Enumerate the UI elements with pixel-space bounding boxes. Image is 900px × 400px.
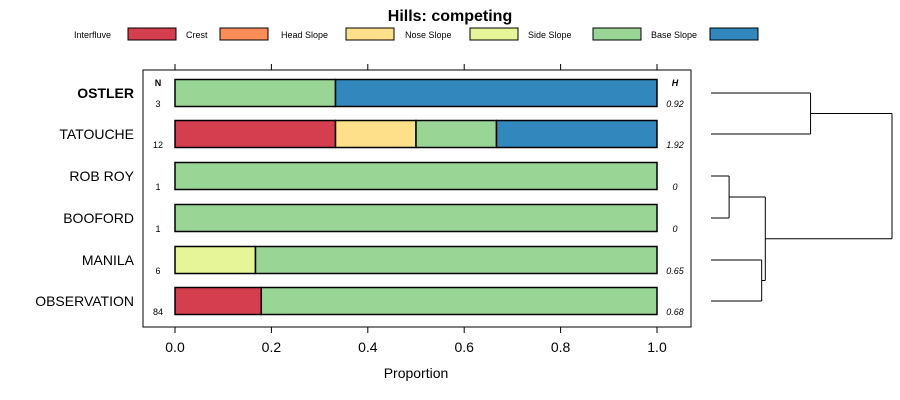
bar-segment-tatouche-interfluve	[174, 119, 337, 149]
row-label-tatouche: TATOUCHE	[59, 126, 134, 142]
x-tick-label: 0.0	[165, 339, 185, 355]
legend-swatch-head-slope	[345, 27, 395, 41]
x-tick-label: 1.0	[647, 339, 667, 355]
h-value: 0	[672, 182, 677, 192]
n-value: 12	[153, 140, 163, 150]
bar-segment-observation-interfluve	[174, 286, 263, 316]
h-value: 0	[672, 224, 677, 234]
x-axis-label: Proportion	[384, 365, 449, 381]
legend-swatch-nose-slope	[469, 27, 519, 41]
x-tick-label: 0.8	[551, 339, 571, 355]
legend-label-base-slope: Base Slope	[651, 30, 697, 40]
x-tick-label: 0.6	[454, 339, 474, 355]
legend-label-head-slope: Head Slope	[281, 30, 328, 40]
plot-frame	[142, 69, 692, 328]
h-header: H	[672, 78, 679, 88]
legend-label-crest: Crest	[186, 30, 208, 40]
n-value: 1	[155, 182, 160, 192]
legend-swatch-interfluve	[127, 27, 177, 41]
x-axis: 0.0 0.2 0.4 0.6 0.8 1.0	[165, 64, 667, 355]
bar-segment-manila-nose-slope	[174, 245, 257, 275]
bar-segment-manila-side-slope	[254, 245, 658, 275]
x-tick-label: 0.4	[358, 339, 378, 355]
row-label-booford: BOOFORD	[63, 210, 134, 226]
chart-title: Hills: competing	[388, 8, 512, 25]
row-label-ostler: OSTLER	[77, 85, 134, 101]
n-value: 1	[155, 224, 160, 234]
bar-segment-tatouche-head-slope	[334, 119, 417, 149]
n-value: 3	[155, 99, 160, 109]
bar-segment-ostler-base-slope	[334, 78, 658, 108]
h-value: 0.68	[666, 307, 684, 317]
h-value: 0.92	[666, 99, 684, 109]
dendrogram	[711, 92, 893, 302]
bar-segment-observation-side-slope	[260, 286, 658, 316]
bar-segment-tatouche-base-slope	[495, 119, 658, 149]
n-value: 6	[155, 266, 160, 276]
bar-segment-ostler-side-slope	[174, 78, 337, 108]
bar-segment-tatouche-side-slope	[415, 119, 498, 149]
row-label-manila: MANILA	[82, 252, 135, 268]
legend-swatch-side-slope	[592, 27, 642, 41]
row-label-observation: OBSERVATION	[35, 293, 134, 309]
legend-swatch-crest	[219, 27, 269, 41]
bar-rows: OSTLER 3 0.92 TATOUCHE 12 1.92 ROB ROY 1 0 BOOFOR…	[35, 78, 685, 317]
bar-segment-rob-roy-side-slope	[174, 161, 658, 191]
legend-label-interfluve: Interfluve	[74, 30, 111, 40]
x-tick-label: 0.2	[262, 339, 282, 355]
legend-swatch-base-slope	[709, 27, 759, 41]
legend-label-side-slope: Side Slope	[528, 30, 572, 40]
bar-segment-booford-side-slope	[174, 203, 658, 233]
n-value: 84	[153, 307, 163, 317]
n-header: N	[155, 78, 162, 88]
row-label-rob-roy: ROB ROY	[69, 168, 134, 184]
legend: Interfluve Crest Head Slope Nose Slope Side …	[74, 27, 759, 41]
legend-label-nose-slope: Nose Slope	[405, 30, 452, 40]
h-value: 1.92	[666, 140, 684, 150]
h-value: 0.65	[666, 266, 685, 276]
